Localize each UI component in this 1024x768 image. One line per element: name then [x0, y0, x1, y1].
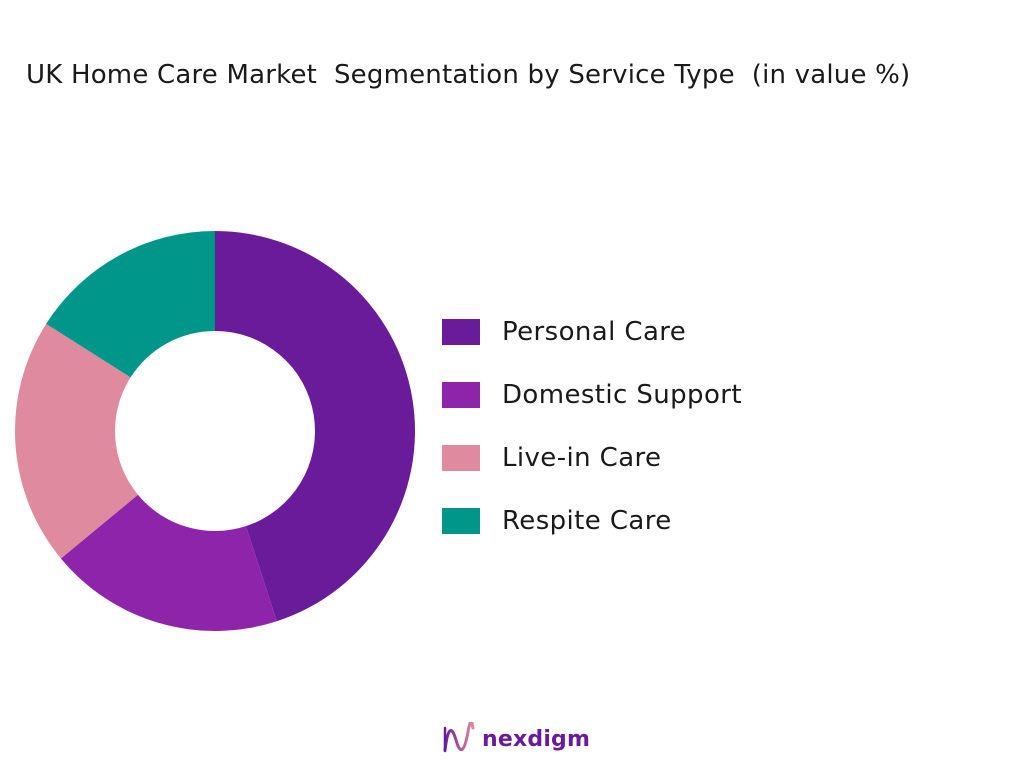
donut-slice-respite-care	[46, 231, 215, 378]
legend-item-domestic-support: Domestic Support	[442, 363, 742, 426]
chart-legend: Personal Care Domestic Support Live-in Car…	[442, 300, 742, 552]
donut-slice-personal-care	[215, 231, 415, 622]
legend-item-live-in-care: Live-in Care	[442, 426, 742, 489]
legend-label-live-in-care: Live-in Care	[502, 442, 662, 473]
legend-swatch-domestic-support	[442, 381, 480, 408]
donut-slice-live-in-care	[14, 323, 138, 559]
legend-swatch-personal-care	[442, 318, 480, 345]
donut-chart	[14, 231, 415, 631]
chart-title: UK Home Care Market Segmentation by Serv…	[26, 60, 911, 90]
brand-name: nexdigm	[482, 726, 591, 752]
legend-label-respite-care: Respite Care	[502, 505, 672, 536]
legend-label-personal-care: Personal Care	[502, 316, 687, 347]
nexdigm-wave-logo-icon	[443, 722, 475, 753]
donut-slice-domestic-support	[60, 494, 277, 631]
legend-swatch-live-in-care	[442, 444, 480, 471]
legend-item-personal-care: Personal Care	[442, 300, 742, 363]
legend-item-respite-care: Respite Care	[442, 489, 742, 552]
legend-label-domestic-support: Domestic Support	[502, 379, 742, 410]
legend-swatch-respite-care	[442, 507, 480, 534]
brand-logo: nexdigm	[442, 722, 590, 756]
